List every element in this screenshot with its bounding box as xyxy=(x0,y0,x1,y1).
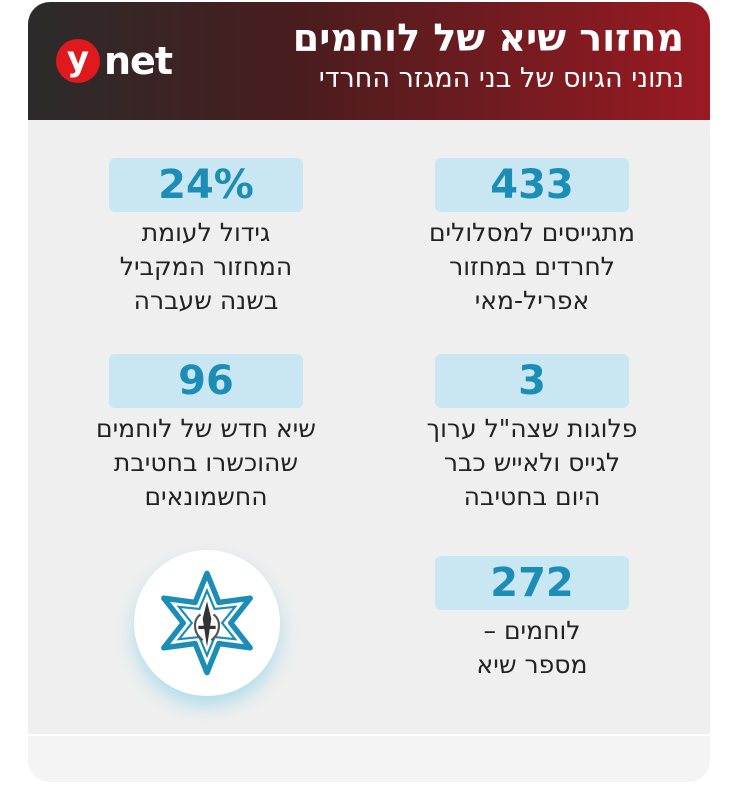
stat-line: מתגייסים למסלולים xyxy=(428,218,636,247)
stat-line: מספר שיא xyxy=(476,650,588,679)
stat-line: אפריל-מאי xyxy=(474,286,590,315)
stat-value: 24% xyxy=(109,158,303,212)
stat-value: 96 xyxy=(109,354,303,408)
stat-line: החשמונאים xyxy=(144,482,268,511)
stat-description: שיא חדש של לוחמים שהוכשרו בחטיבת החשמונא… xyxy=(56,412,356,514)
page-title: מחזור שיא של לוחמים xyxy=(292,16,684,60)
stat-description: לוחמים – מספר שיא xyxy=(382,614,682,682)
footer-band xyxy=(28,734,710,782)
page-subtitle: נתוני הגיוס של בני המגזר החרדי xyxy=(318,63,684,94)
stat-line: בשנה שעברה xyxy=(133,286,279,315)
stat-line: לגייס ולאייש כבר xyxy=(443,448,621,477)
stat-companies: 3 פלוגות שצה"ל ערוך לגייס ולאייש כבר היו… xyxy=(382,354,682,514)
stat-line: המחזור המקביל xyxy=(119,252,293,281)
stat-record: 96 שיא חדש של לוחמים שהוכשרו בחטיבת החשמ… xyxy=(56,354,356,514)
stat-description: פלוגות שצה"ל ערוך לגייס ולאייש כבר היום … xyxy=(382,412,682,514)
stat-line: היום בחטיבה xyxy=(463,482,601,511)
emblem-badge xyxy=(134,550,280,696)
stat-line: פלוגות שצה"ל ערוך xyxy=(426,414,638,443)
ynet-logo-net: net xyxy=(104,39,173,83)
idf-emblem-icon xyxy=(161,570,253,676)
stat-line: לחרדים במחזור xyxy=(449,252,615,281)
stat-value: 3 xyxy=(435,354,629,408)
stat-line: שהוכשרו בחטיבת xyxy=(113,448,299,477)
stat-value: 433 xyxy=(435,158,629,212)
stat-description: גידול לעומת המחזור המקביל בשנה שעברה xyxy=(56,216,356,318)
stat-recruits: 433 מתגייסים למסלולים לחרדים במחזור אפרי… xyxy=(382,158,682,318)
stat-line: גידול לעומת xyxy=(141,218,271,247)
header: מחזור שיא של לוחמים נתוני הגיוס של בני ה… xyxy=(28,2,710,120)
stat-line: לוחמים – xyxy=(483,616,581,645)
ynet-logo: y net xyxy=(56,38,173,84)
stat-value: 272 xyxy=(435,556,629,610)
infographic-card: מחזור שיא של לוחמים נתוני הגיוס של בני ה… xyxy=(28,2,710,782)
stat-line: שיא חדש של לוחמים xyxy=(96,414,316,443)
stat-growth: 24% גידול לעומת המחזור המקביל בשנה שעברה xyxy=(56,158,356,318)
ynet-logo-y: y xyxy=(56,39,100,83)
stat-fighters: 272 לוחמים – מספר שיא xyxy=(382,556,682,682)
stat-description: מתגייסים למסלולים לחרדים במחזור אפריל-מא… xyxy=(382,216,682,318)
